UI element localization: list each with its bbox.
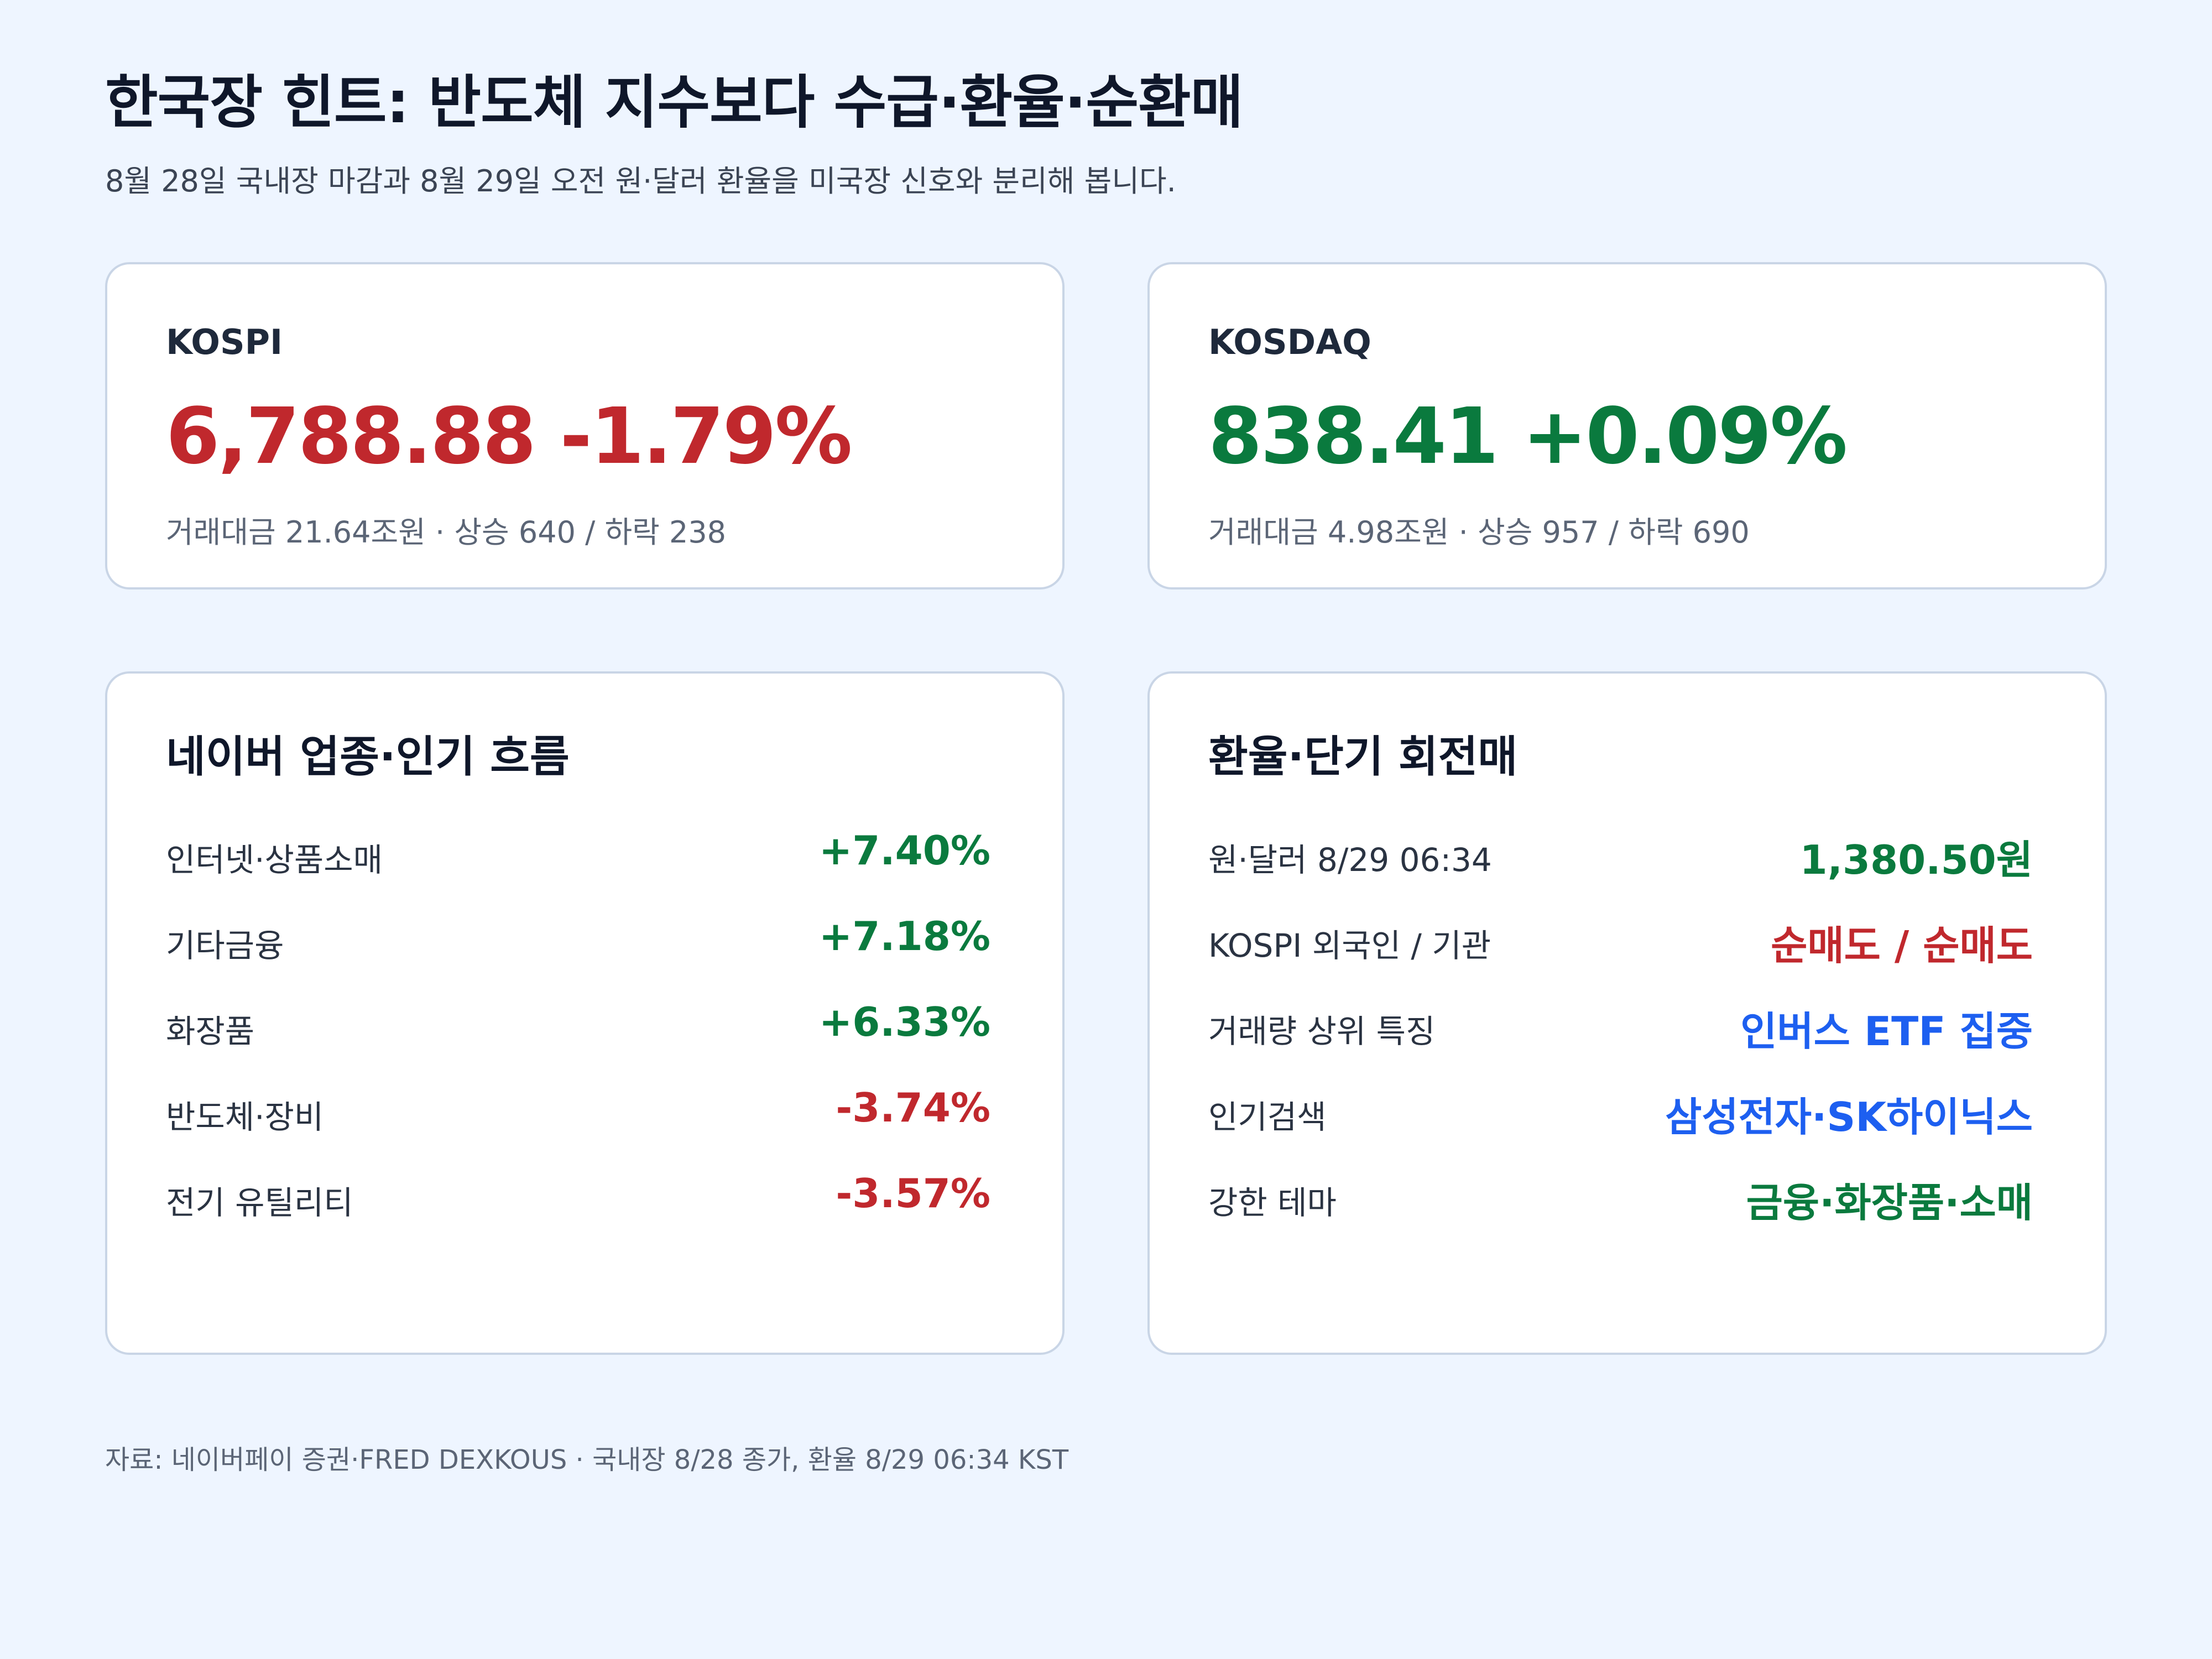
sector-label: 화장품	[166, 1013, 255, 1050]
sector-value: +6.33%	[818, 999, 990, 1045]
fx-value: 삼성전자·SK하이닉스	[1665, 1094, 2033, 1140]
fx-label: KOSPI 외국인 / 기관	[1208, 927, 1491, 964]
kosdaq-value: 838.41 +0.09%	[1208, 392, 1848, 482]
kospi-label: KOSPI	[166, 322, 283, 362]
sector-value: -3.74%	[836, 1084, 990, 1131]
fx-row: 원·달러 8/29 06:34 1,380.50원	[1208, 818, 2033, 883]
fx-card: 환율·단기 회전매 원·달러 8/29 06:34 1,380.50원 KOSP…	[1147, 671, 2107, 1355]
fx-value: 금융·화장품·소매	[1746, 1180, 2033, 1226]
fx-row: 강한 테마 금융·화장품·소매	[1208, 1161, 2033, 1226]
sector-value: +7.40%	[818, 827, 990, 874]
fx-label: 거래량 상위 특징	[1208, 1013, 1436, 1050]
sector-label: 반도체·장비	[166, 1098, 324, 1136]
page-title: 한국장 힌트: 반도체 지수보다 수급·환율·순환매	[105, 69, 1243, 136]
kospi-meta: 거래대금 21.64조원 · 상승 640 / 하락 238	[166, 515, 727, 550]
fx-value: 1,380.50원	[1799, 837, 2033, 883]
page-subtitle: 8월 28일 국내장 마감과 8월 29일 오전 원·달러 환율을 미국장 신호…	[105, 164, 1176, 199]
fx-row: 거래량 상위 특징 인버스 ETF 집중	[1208, 990, 2033, 1055]
kosdaq-card: KOSDAQ 838.41 +0.09% 거래대금 4.98조원 · 상승 95…	[1147, 262, 2107, 589]
kosdaq-meta: 거래대금 4.98조원 · 상승 957 / 하락 690	[1208, 515, 1750, 550]
sector-row: 전기 유틸리티 -3.57%	[166, 1161, 990, 1222]
fx-title: 환율·단기 회전매	[1208, 732, 1518, 782]
fx-row: 인기검색 삼성전자·SK하이닉스	[1208, 1076, 2033, 1140]
sector-label: 인터넷·상품소매	[166, 841, 383, 879]
fx-row: KOSPI 외국인 / 기관 순매도 / 순매도	[1208, 904, 2033, 969]
fx-label: 원·달러 8/29 06:34	[1208, 841, 1492, 879]
sector-row: 인터넷·상품소매 +7.40%	[166, 818, 990, 879]
source-note: 자료: 네이버페이 증권·FRED DEXKOUS · 국내장 8/28 종가,…	[105, 1444, 1069, 1475]
sector-row: 기타금융 +7.18%	[166, 904, 990, 964]
fx-value: 순매도 / 순매도	[1771, 922, 2033, 969]
fx-label: 강한 테마	[1208, 1184, 1337, 1222]
fx-value: 인버스 ETF 집중	[1740, 1008, 2033, 1055]
kospi-card: KOSPI 6,788.88 -1.79% 거래대금 21.64조원 · 상승 …	[105, 262, 1065, 589]
sectors-title: 네이버 업종·인기 흐름	[166, 732, 570, 782]
sector-row: 반도체·장비 -3.74%	[166, 1076, 990, 1136]
kosdaq-label: KOSDAQ	[1208, 322, 1371, 362]
kospi-value: 6,788.88 -1.79%	[166, 392, 852, 482]
fx-label: 인기검색	[1208, 1098, 1327, 1136]
sector-label: 기타금융	[166, 927, 284, 964]
sectors-card: 네이버 업종·인기 흐름 인터넷·상품소매 +7.40% 기타금융 +7.18%…	[105, 671, 1065, 1355]
sector-value: +7.18%	[818, 913, 990, 959]
sector-row: 화장품 +6.33%	[166, 990, 990, 1050]
sector-value: -3.57%	[836, 1170, 990, 1217]
sector-label: 전기 유틸리티	[166, 1184, 353, 1222]
